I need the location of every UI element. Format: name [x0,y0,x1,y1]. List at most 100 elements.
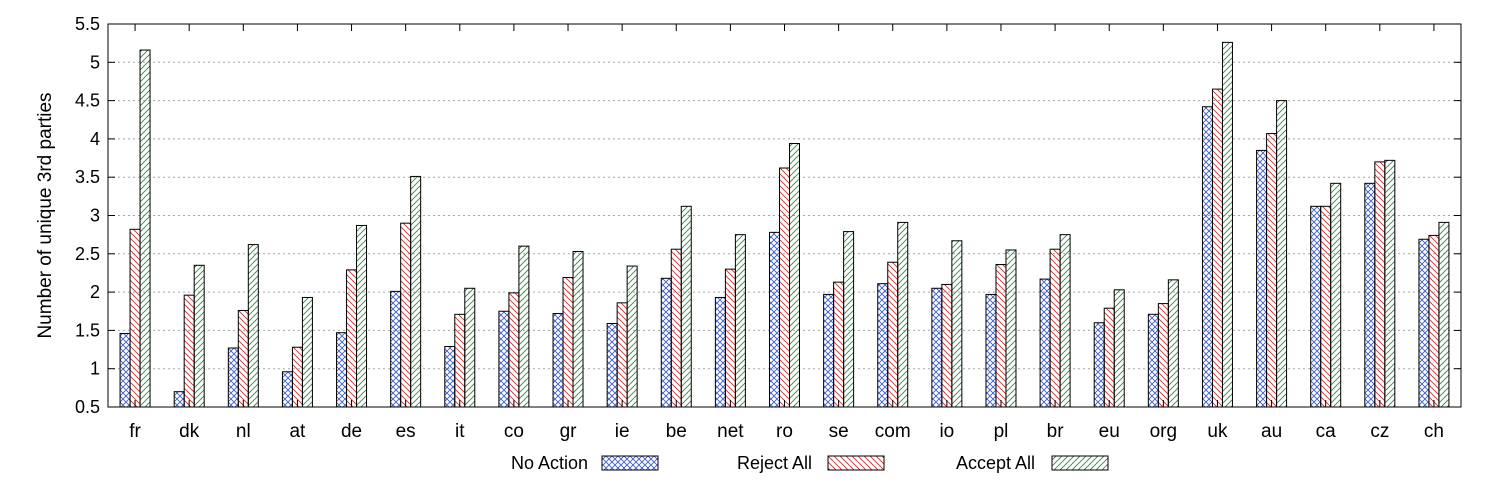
x-tick-label: se [829,421,849,442]
bar-reject-all-nl [237,309,249,408]
bar-accept-all-fr [139,49,151,408]
bar-reject-all-pl [995,264,1007,408]
legend-swatch [827,455,885,471]
bar-no-action-it [444,345,456,408]
y-tick-label: 1 [90,359,100,379]
x-tick-label: es [396,421,416,442]
bar-no-action-uk [1201,106,1213,408]
legend-swatch [601,455,659,471]
bar-no-action-gr [552,313,564,408]
bar-accept-all-cz [1384,159,1396,408]
bar-reject-all-ie [616,302,628,408]
bar-accept-all-eu [1113,289,1125,408]
bar-no-action-io [931,287,943,408]
x-axis: fr dk nl at de es it co gr ie be net ro se com io pl br eu… [129,24,1444,442]
bar-reject-all-ch [1428,234,1440,408]
x-tick-label: uk [1207,421,1228,442]
bar-accept-all-br [1059,234,1071,408]
bar-no-action-net [714,296,726,408]
y-tick-label: 3.5 [75,167,100,187]
x-tick-label: gr [560,421,578,442]
bar-reject-all-se [833,281,845,408]
x-tick-label: ch [1424,421,1444,442]
bar-accept-all-org [1167,279,1179,408]
bar-reject-all-com [887,261,899,408]
x-tick-label: it [455,421,465,442]
bar-no-action-cz [1364,182,1376,408]
bar-reject-all-de [346,269,358,408]
bars [119,41,1450,408]
bar-no-action-de [336,332,348,408]
y-tick-label: 5 [90,52,100,72]
legend-swatch [1051,455,1109,471]
x-tick-label: nl [236,421,251,442]
x-tick-label: be [666,421,687,442]
bar-reject-all-br [1049,248,1061,408]
x-tick-label: co [504,421,524,442]
y-tick-label: 5.5 [75,14,100,34]
bar-no-action-dk [173,391,185,408]
bar-no-action-ro [769,231,780,408]
bar-reject-all-at [291,346,303,408]
bar-no-action-eu [1093,322,1105,408]
bar-accept-all-it [464,287,476,408]
bar-no-action-se [823,293,835,408]
bar-no-action-pl [985,293,997,408]
legend: No Action Reject All Accept All [511,453,1109,473]
bar-accept-all-gr [572,251,584,408]
bar-accept-all-de [356,224,368,408]
x-tick-label: ie [615,421,630,442]
bar-no-action-br [1039,278,1051,408]
bar-accept-all-at [301,296,313,408]
bar-reject-all-be [670,248,682,408]
bar-no-action-fr [119,332,131,408]
bar-reject-all-org [1157,303,1169,408]
bar-accept-all-ca [1330,182,1342,408]
x-tick-label: at [289,421,306,442]
bar-accept-all-ie [626,265,638,408]
bar-accept-all-io [951,240,963,408]
x-tick-label: pl [994,421,1009,442]
bar-no-action-nl [227,347,239,408]
bar-no-action-ca [1310,205,1322,408]
x-tick-label: au [1261,421,1282,442]
legend-label: Accept All [956,453,1035,473]
bar-accept-all-nl [247,244,259,408]
bar-reject-all-eu [1103,307,1115,408]
y-tick-label: 2 [90,282,100,302]
bar-no-action-es [390,290,402,408]
x-tick-label: ro [776,421,793,442]
y-axis-label: Number of unique 3rd parties [35,92,56,338]
bar-reject-all-it [454,313,466,408]
x-tick-label: br [1047,421,1065,442]
bar-accept-all-ro [789,142,800,408]
x-tick-label: dk [179,421,200,442]
y-tick-label: 4.5 [75,91,100,111]
bar-accept-all-dk [193,264,205,408]
bar-accept-all-be [680,205,692,408]
bar-no-action-au [1256,149,1268,408]
bar-accept-all-se [843,231,855,408]
x-tick-label: eu [1099,421,1120,442]
x-tick-label: ca [1316,421,1337,442]
bar-no-action-be [660,277,672,408]
x-tick-label: net [717,421,744,442]
bar-reject-all-io [941,283,953,408]
y-axis: 0.5 1 1.5 2 2.5 3 3.5 4 4.5 5 5.5 [75,14,1461,417]
bar-accept-all-uk [1221,41,1233,408]
bar-reject-all-gr [562,277,574,408]
y-tick-label: 3 [90,206,100,226]
bar-reject-all-ca [1320,205,1332,408]
bar-reject-all-cz [1374,161,1386,408]
bar-reject-all-fr [129,228,141,408]
y-tick-label: 4 [90,129,100,149]
bar-accept-all-es [410,175,422,408]
bar-no-action-ch [1418,238,1430,408]
bar-no-action-at [281,371,293,408]
bar-reject-all-co [508,292,520,408]
bar-accept-all-pl [1005,249,1017,408]
bar-accept-all-ch [1438,221,1450,408]
bar-no-action-com [877,283,889,408]
